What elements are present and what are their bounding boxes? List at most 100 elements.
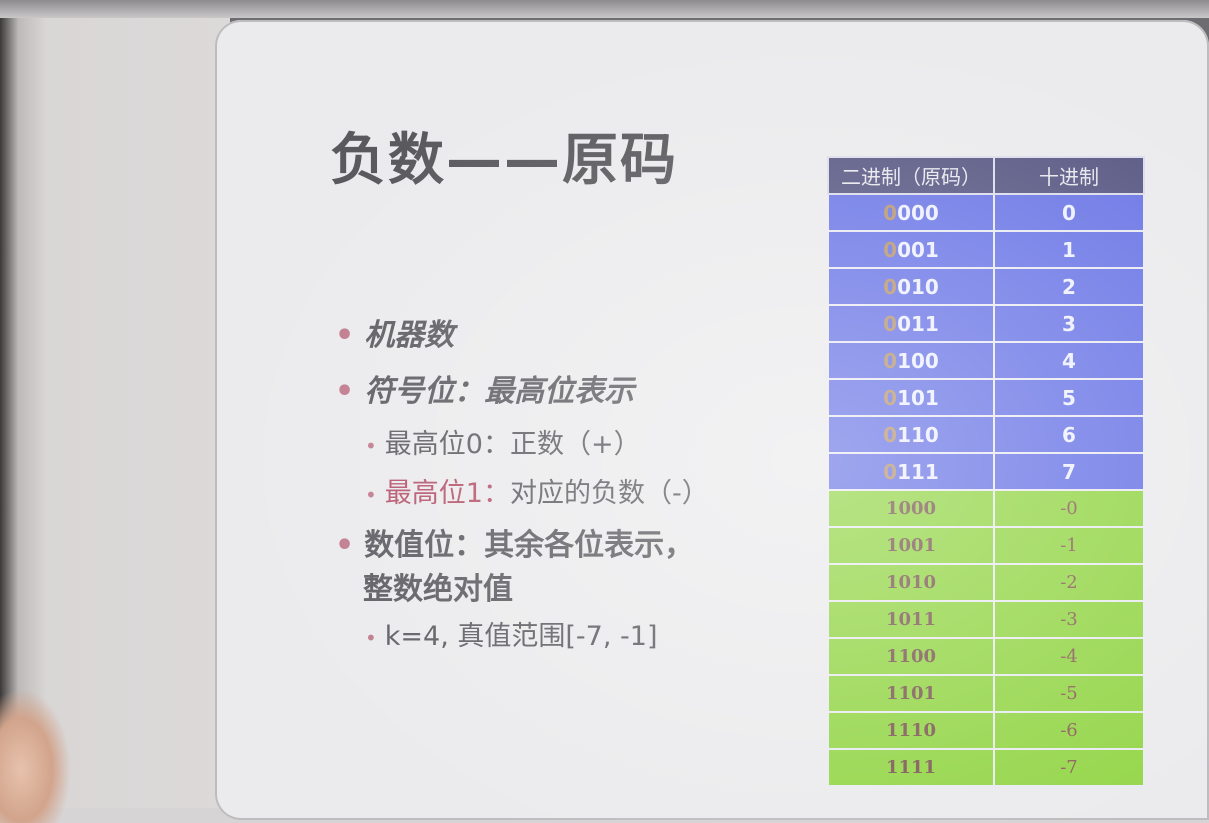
decimal-cell: -0	[993, 489, 1145, 528]
table-row: 0110 6	[827, 415, 1145, 454]
value-bits: 100	[897, 348, 939, 373]
bullet-item: • 符号位：最高位表示	[335, 366, 775, 410]
sign-bit: 0	[883, 311, 898, 336]
value-bits: 100	[898, 646, 937, 667]
bullet-item: • 机器数	[335, 310, 775, 354]
table-row: 0100 4	[827, 341, 1145, 380]
sign-bit: 1	[885, 720, 899, 741]
decimal-cell: 7	[993, 452, 1145, 491]
sub-bullet-item: • k=4, 真值范围[-7, -1]	[335, 614, 775, 653]
decimal-cell: -1	[993, 526, 1145, 565]
table-header-row: 二进制（原码） 十进制	[827, 156, 1145, 195]
decimal-cell: 5	[993, 378, 1145, 417]
decimal-cell: 4	[993, 341, 1145, 380]
slide-title: 负数——原码	[330, 128, 678, 193]
binary-cell: 1011	[827, 600, 995, 639]
sign-bit: 0	[883, 200, 898, 225]
value-bits: 101	[898, 683, 937, 704]
bullet-text-continued: 整数绝对值	[363, 572, 513, 607]
value-bits: 000	[898, 498, 937, 519]
table-row: 1010 -2	[827, 563, 1145, 602]
header-binary: 二进制（原码）	[827, 156, 995, 195]
bullet-dot-icon: •	[335, 528, 355, 563]
bullet-text: 机器数	[364, 318, 455, 353]
value-bits: 111	[898, 757, 937, 778]
value-bits: 011	[898, 609, 937, 630]
decimal-cell: 0	[993, 193, 1145, 232]
sign-bit: 0	[883, 348, 898, 373]
table-row: 1100 -4	[827, 637, 1145, 676]
binary-cell: 1000	[827, 489, 995, 528]
value-bits: 011	[897, 311, 939, 336]
bullet-dot-icon: •	[335, 374, 355, 409]
value-bits: 111	[897, 459, 939, 484]
sign-bit: 1	[885, 757, 899, 778]
decimal-cell: 6	[993, 415, 1145, 454]
value-bits: 110	[897, 422, 939, 447]
sign-bit: 1	[885, 646, 899, 667]
binary-cell: 0101	[827, 378, 995, 417]
table-row: 0011 3	[827, 304, 1145, 343]
value-bits: 000	[897, 200, 939, 225]
value-bits: 001	[898, 535, 937, 556]
decimal-cell: 1	[993, 230, 1145, 269]
binary-cell: 1001	[827, 526, 995, 565]
decimal-cell: -6	[993, 711, 1145, 750]
table-row: 0111 7	[827, 452, 1145, 491]
sub-bullet-item: • 最高位1：对应的负数（-）	[335, 471, 775, 510]
bullet-highlight-text: 最高位1：	[384, 478, 510, 509]
sign-bit: 0	[883, 422, 898, 447]
sign-bit: 0	[883, 274, 898, 299]
binary-cell: 0000	[827, 193, 995, 232]
binary-table: 二进制（原码） 十进制 0000 0 0001 1 0010 2 0	[827, 156, 1145, 787]
header-decimal: 十进制	[993, 156, 1145, 195]
decimal-cell: 2	[993, 267, 1145, 306]
binary-cell: 1101	[827, 674, 995, 713]
value-bits: 001	[897, 237, 939, 262]
binary-cell: 0110	[827, 415, 995, 454]
room-wall-left	[0, 0, 230, 823]
sign-bit: 1	[885, 572, 899, 593]
bullet-text: 最高位0：正数（+）	[384, 429, 641, 460]
sign-bit: 1	[885, 535, 899, 556]
sign-bit: 1	[885, 683, 899, 704]
projection-screen: 负数——原码 • 机器数 • 符号位：最高位表示 • 最高位0：正数（+） • 最高位1…	[215, 20, 1209, 820]
binary-cell: 0010	[827, 267, 995, 306]
binary-cell: 1110	[827, 711, 995, 750]
bullet-text: 对应的负数（-）	[509, 478, 709, 509]
binary-cell: 0100	[827, 341, 995, 380]
sign-bit: 0	[883, 459, 898, 484]
binary-cell: 1100	[827, 637, 995, 676]
bullet-text: 符号位：最高位表示	[364, 374, 635, 409]
table-row: 1110 -6	[827, 711, 1145, 750]
value-bits: 110	[898, 720, 937, 741]
decimal-cell: -4	[993, 637, 1145, 676]
binary-cell: 1010	[827, 563, 995, 602]
bullet-dot-icon: •	[365, 626, 377, 650]
table-row: 0101 5	[827, 378, 1145, 417]
bullet-dot-icon: •	[335, 318, 355, 353]
sign-bit: 0	[883, 385, 898, 410]
value-bits: 101	[897, 385, 939, 410]
table-row: 0010 2	[827, 267, 1145, 306]
bullet-dot-icon: •	[365, 434, 377, 458]
table-row: 1101 -5	[827, 674, 1145, 713]
bullet-text: 数值位：其余各位表示，	[364, 528, 695, 563]
table-body: 0000 0 0001 1 0010 2 0011 3 0100 4	[827, 193, 1145, 787]
sign-bit: 0	[883, 237, 898, 262]
binary-cell: 1111	[827, 748, 995, 787]
binary-cell: 0001	[827, 230, 995, 269]
bullet-text: k=4, 真值范围[-7, -1]	[384, 621, 658, 652]
person-hand	[0, 690, 70, 823]
table-row: 0001 1	[827, 230, 1145, 269]
table-row: 1001 -1	[827, 526, 1145, 565]
table-row: 1000 -0	[827, 489, 1145, 528]
bullet-dot-icon: •	[365, 483, 377, 507]
decimal-cell: -5	[993, 674, 1145, 713]
decimal-cell: 3	[993, 304, 1145, 343]
sign-bit: 1	[885, 498, 899, 519]
table-row: 1011 -3	[827, 600, 1145, 639]
value-bits: 010	[897, 274, 939, 299]
decimal-cell: -7	[993, 748, 1145, 787]
decimal-cell: -3	[993, 600, 1145, 639]
